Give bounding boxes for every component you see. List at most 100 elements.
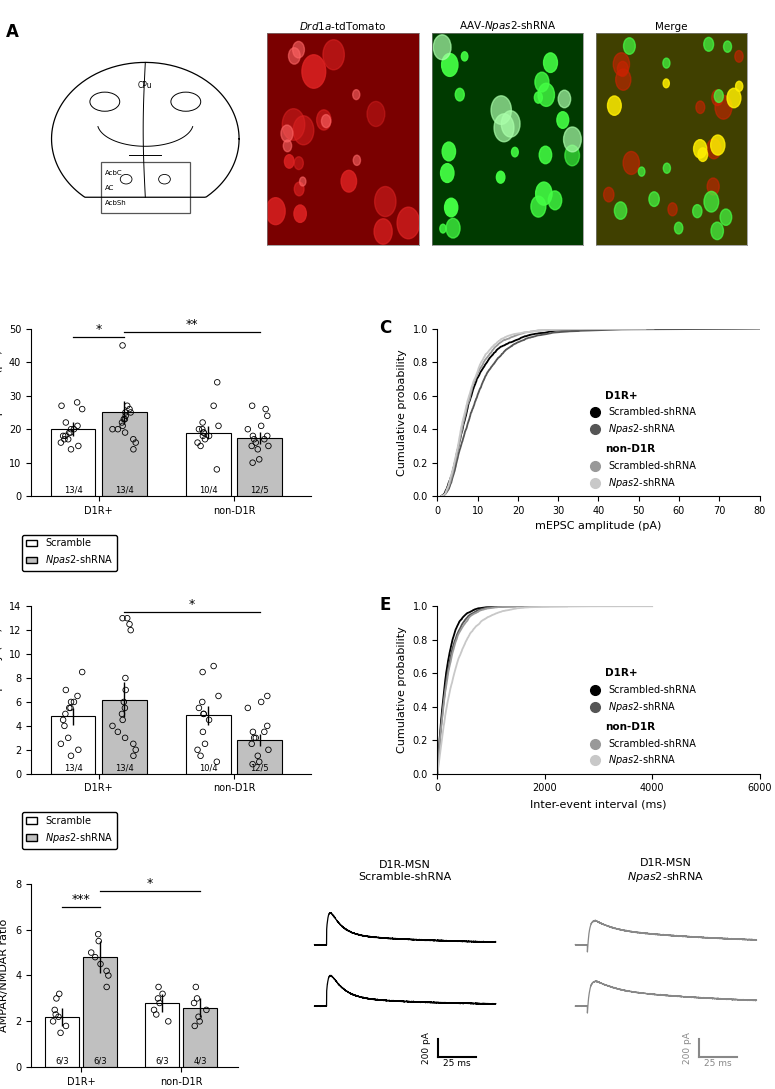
Point <box>246 756 259 773</box>
Circle shape <box>281 125 293 142</box>
Point <box>119 407 132 425</box>
Text: AcbSh: AcbSh <box>105 199 126 206</box>
Y-axis label: Cumulative probability: Cumulative probability <box>397 350 407 476</box>
Text: $\it{Npas2}$-shRNA: $\it{Npas2}$-shRNA <box>608 700 677 713</box>
Text: Scrambled-shRNA: Scrambled-shRNA <box>608 685 696 695</box>
Text: 4/3: 4/3 <box>193 1056 207 1065</box>
Point <box>67 420 80 438</box>
Point <box>246 437 258 454</box>
Bar <box>50 429 95 497</box>
Circle shape <box>604 187 614 201</box>
Text: 10/4: 10/4 <box>199 763 218 772</box>
Bar <box>186 715 231 773</box>
Point <box>52 1008 64 1026</box>
Circle shape <box>455 88 464 101</box>
Point <box>64 424 77 441</box>
Point <box>188 1017 201 1035</box>
Point <box>250 730 262 747</box>
Point <box>112 723 124 741</box>
Text: 10/4: 10/4 <box>199 486 218 494</box>
Circle shape <box>613 52 629 75</box>
Point <box>58 718 71 735</box>
Point <box>211 754 223 771</box>
Title: AAV-$\it{Npas2}$-shRNA: AAV-$\it{Npas2}$-shRNA <box>459 19 556 33</box>
Point <box>261 407 274 425</box>
Circle shape <box>696 101 704 113</box>
Point <box>55 433 67 451</box>
Text: 6/3: 6/3 <box>55 1056 69 1065</box>
Point <box>255 694 267 711</box>
Point <box>127 747 140 764</box>
Text: *: * <box>189 598 195 611</box>
Circle shape <box>302 54 326 88</box>
Point <box>119 699 131 717</box>
Point <box>116 337 129 354</box>
Point <box>196 663 208 681</box>
Point <box>118 694 130 711</box>
Text: *: * <box>95 323 102 337</box>
Circle shape <box>615 69 631 90</box>
Point <box>127 430 140 448</box>
Point <box>192 1008 205 1026</box>
Circle shape <box>440 224 446 233</box>
Point <box>115 414 128 431</box>
Point <box>119 411 131 428</box>
Text: AC: AC <box>105 185 114 191</box>
Text: $\it{Npas2}$-shRNA: $\it{Npas2}$-shRNA <box>608 754 677 768</box>
Point <box>125 404 137 421</box>
Point <box>252 441 264 458</box>
Point <box>246 397 258 415</box>
Point <box>211 374 223 391</box>
Point <box>198 424 210 441</box>
Circle shape <box>704 192 718 212</box>
Bar <box>102 413 146 497</box>
Text: ***: *** <box>71 893 91 906</box>
Point <box>127 735 140 752</box>
Circle shape <box>293 115 314 145</box>
Text: D1R+: D1R+ <box>605 669 638 678</box>
Text: 6/3: 6/3 <box>93 1056 107 1065</box>
Bar <box>50 717 95 773</box>
Point <box>193 699 205 717</box>
Point <box>258 723 270 741</box>
Point <box>119 670 132 687</box>
Circle shape <box>735 50 743 62</box>
Circle shape <box>294 157 303 170</box>
Point <box>199 430 212 448</box>
Point <box>65 420 78 438</box>
Point <box>67 694 80 711</box>
Legend: Scramble, $\it{Npas2}$-shRNA: Scramble, $\it{Npas2}$-shRNA <box>22 812 117 848</box>
Circle shape <box>536 182 552 205</box>
Text: A: A <box>5 23 19 41</box>
Point <box>92 926 105 943</box>
Point <box>64 699 77 717</box>
Point <box>208 397 220 415</box>
Point <box>196 694 208 711</box>
Circle shape <box>374 186 396 217</box>
Circle shape <box>294 182 304 196</box>
Point <box>153 994 166 1012</box>
Text: 200 pA: 200 pA <box>683 1032 691 1064</box>
Point <box>63 699 75 717</box>
Circle shape <box>720 209 732 225</box>
Point <box>246 454 259 472</box>
Point <box>260 401 272 418</box>
Point <box>65 441 78 458</box>
Point <box>71 687 84 705</box>
Circle shape <box>557 112 569 129</box>
Point <box>196 420 208 438</box>
Point <box>152 990 164 1007</box>
Point <box>63 424 75 441</box>
Point <box>212 417 225 435</box>
Point <box>60 1017 72 1035</box>
Text: 25 ms: 25 ms <box>443 1060 471 1068</box>
Point <box>71 417 84 435</box>
Circle shape <box>294 205 306 222</box>
Point <box>195 437 207 454</box>
Point <box>59 706 71 723</box>
Text: **: ** <box>186 318 198 331</box>
Circle shape <box>674 222 683 234</box>
Circle shape <box>317 110 331 130</box>
Text: 13/4: 13/4 <box>115 763 134 772</box>
Point <box>49 1001 61 1018</box>
